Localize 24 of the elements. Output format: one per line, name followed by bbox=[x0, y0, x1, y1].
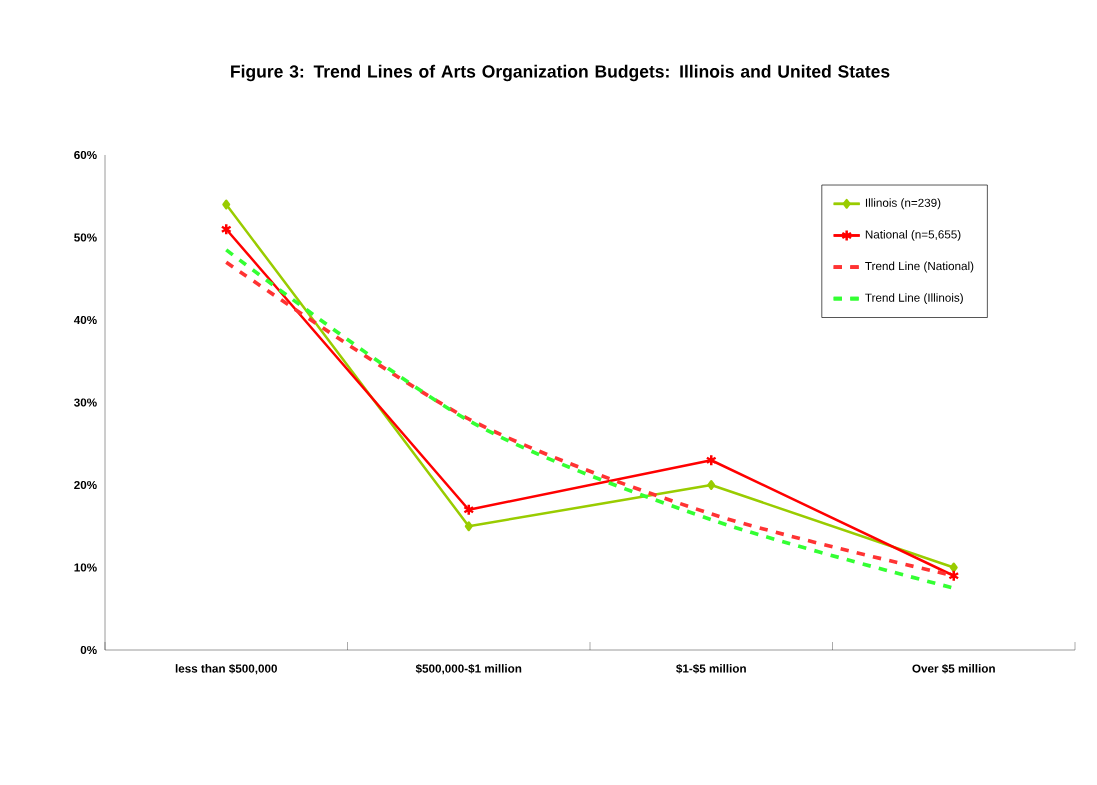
point bbox=[707, 480, 716, 490]
legend-label: Illinois (n=239) bbox=[865, 198, 941, 210]
point bbox=[948, 569, 960, 582]
point bbox=[222, 199, 231, 210]
legend-label: National (n=5,655) bbox=[865, 229, 961, 241]
chart-title: Figure 3: Trend Lines of Arts Organization Budgets: Illinois and United States bbox=[231, 64, 890, 82]
point bbox=[220, 223, 232, 236]
y-tick-label: 60% bbox=[74, 150, 97, 160]
y-tick-label: 10% bbox=[74, 563, 97, 572]
legend-label: Trend Line (National) bbox=[865, 261, 974, 273]
point bbox=[463, 503, 475, 516]
x-tick-label: less than $500,000 bbox=[175, 663, 277, 675]
x-tick-label: Over $5 million bbox=[912, 663, 995, 674]
point bbox=[949, 562, 958, 573]
y-tick-label: 20% bbox=[74, 480, 97, 490]
y-tick-label: 40% bbox=[73, 315, 97, 325]
y-tick-label: 30% bbox=[74, 398, 97, 407]
x-tick-label: $500,000-$1 million bbox=[415, 663, 522, 675]
y-tick-label: 50% bbox=[74, 233, 97, 242]
x-tick-label: $1-$5 million bbox=[676, 663, 746, 674]
point bbox=[464, 521, 473, 532]
y-tick-label: 0% bbox=[80, 645, 97, 655]
legend-label: Trend Line (Illinois) bbox=[865, 293, 963, 305]
point bbox=[705, 454, 717, 467]
